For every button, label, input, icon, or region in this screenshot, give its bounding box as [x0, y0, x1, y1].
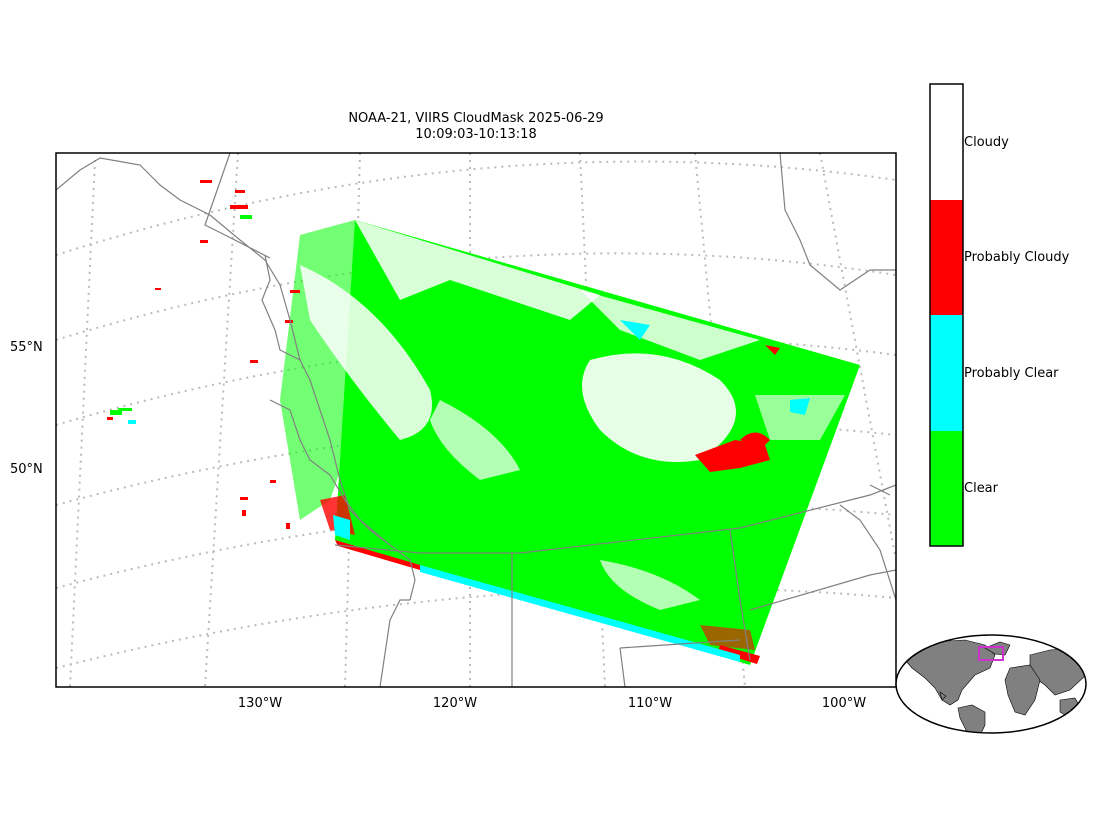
legend-label-probably-cloudy: Probably Cloudy [964, 250, 1070, 265]
coastlines-and-borders [56, 153, 896, 687]
map-title-line-1: NOAA-21, VIIRS CloudMask 2025-06-29 [348, 111, 603, 126]
map-title-line-2: 10:09:03-10:13:18 [415, 127, 536, 142]
legend-swatch-probably-clear [930, 315, 963, 431]
legend-frame [929, 83, 964, 547]
lon-label-100w: 100°W [822, 696, 866, 711]
legend-swatch-clear [930, 431, 963, 546]
map-frame [55, 152, 897, 688]
inset-world-map [895, 634, 1087, 734]
legend-colorbar: Cloudy Probably Cloudy Probably Clear Cl… [929, 83, 1070, 547]
lon-label-110w: 110°W [628, 696, 672, 711]
legend-swatch-probably-cloudy [930, 200, 963, 315]
lon-label-130w: 130°W [238, 696, 282, 711]
lon-label-120w: 120°W [433, 696, 477, 711]
cloud-mask-swath [107, 180, 860, 665]
lat-label-55n: 55°N [10, 340, 43, 355]
lat-label-50n: 50°N [10, 462, 43, 477]
legend-label-clear: Clear [964, 481, 999, 496]
inset-frame [895, 634, 1087, 734]
map-panel: 55°N 50°N 130°W 120°W 110°W 100°W [10, 152, 897, 711]
legend-label-probably-clear: Probably Clear [964, 366, 1059, 381]
legend-swatch-cloudy [930, 84, 963, 200]
legend-label-cloudy: Cloudy [964, 135, 1009, 150]
inset-region-box [978, 646, 1004, 661]
